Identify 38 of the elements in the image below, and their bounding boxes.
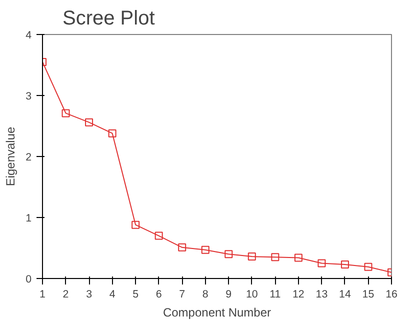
point [62,109,70,118]
y-tick-label: 4 [26,30,32,42]
x-tick-label: 3 [86,288,92,300]
x-tick-label: 9 [226,288,232,300]
y-tick-label: 2 [26,152,32,164]
x-tick-label: 1 [40,288,46,300]
x-tick-label: 11 [270,288,281,300]
y-axis-title: Eigenvalue [4,126,18,186]
x-tick-label: 8 [202,288,208,300]
point [271,253,280,262]
point [248,252,256,261]
point [154,232,163,240]
x-tick-label: 6 [156,288,162,300]
y-tick-label: 3 [26,90,32,102]
point [85,118,94,126]
point [294,254,302,262]
point [340,260,349,268]
x-tick-label: 4 [109,288,116,300]
y-tick-label: 1 [26,212,32,224]
x-tick-label: 2 [62,288,69,300]
point [178,243,186,252]
x-tick-label: 7 [179,288,186,300]
x-tick-label: 13 [316,288,328,300]
chart-title: Scree Plot [62,8,156,30]
x-tick-label: 15 [362,288,374,300]
x-axis-title: Component Number [162,306,272,320]
x-tick-label: 12 [292,288,304,300]
point [201,246,210,254]
point [132,220,140,229]
x-tick-label: 10 [246,288,258,300]
point [224,250,233,258]
y-tick-label: 0 [26,274,32,286]
x-tick-label: 14 [339,288,351,300]
point [364,262,372,271]
x-tick-label: 16 [386,288,398,300]
x-tick-label: 5 [132,288,139,300]
point [108,129,116,138]
point [318,259,326,268]
